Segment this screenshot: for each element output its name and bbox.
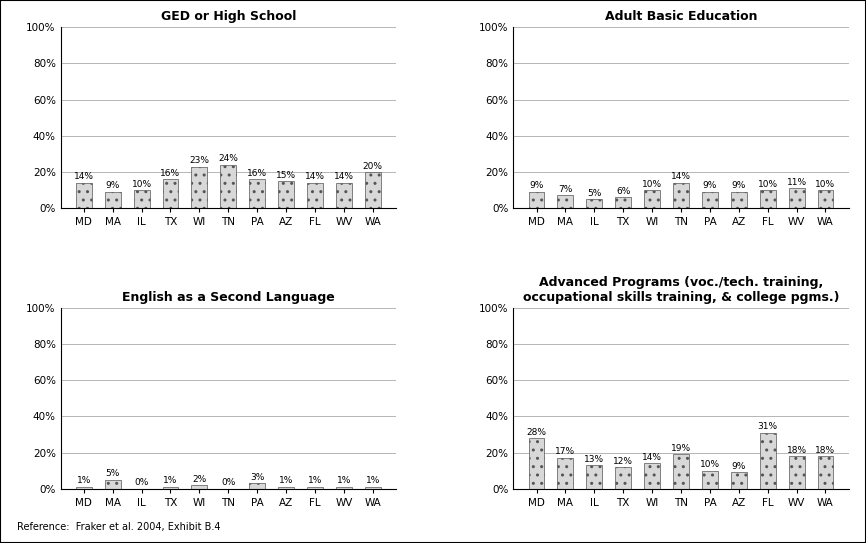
Text: 17%: 17% <box>555 447 576 457</box>
Text: 3%: 3% <box>250 473 264 482</box>
Text: 1%: 1% <box>279 476 294 485</box>
Text: 13%: 13% <box>585 454 604 464</box>
Bar <box>673 183 689 208</box>
Bar <box>249 179 265 208</box>
Text: 1%: 1% <box>307 476 322 485</box>
Text: 18%: 18% <box>786 446 806 454</box>
Text: 28%: 28% <box>527 427 546 437</box>
Bar <box>365 487 381 489</box>
Text: 14%: 14% <box>74 172 94 181</box>
Text: 0%: 0% <box>221 478 236 487</box>
Text: 1%: 1% <box>365 476 380 485</box>
Bar <box>336 183 352 208</box>
Bar <box>249 483 265 489</box>
Text: 1%: 1% <box>76 476 91 485</box>
Bar <box>76 487 92 489</box>
Bar <box>759 433 776 489</box>
Bar <box>644 463 660 489</box>
Bar <box>528 192 545 208</box>
Text: 9%: 9% <box>106 181 120 191</box>
Bar <box>307 487 323 489</box>
Title: Adult Basic Education: Adult Basic Education <box>604 10 757 23</box>
Bar <box>558 458 573 489</box>
Bar <box>759 190 776 208</box>
Text: 10%: 10% <box>758 180 778 188</box>
Bar <box>105 479 120 489</box>
Bar <box>673 454 689 489</box>
Bar <box>278 487 294 489</box>
Text: 9%: 9% <box>529 181 544 191</box>
Text: 10%: 10% <box>700 460 720 469</box>
Text: 10%: 10% <box>642 180 662 188</box>
Text: 9%: 9% <box>732 462 746 471</box>
Text: 14%: 14% <box>334 172 354 181</box>
Text: 16%: 16% <box>247 169 268 178</box>
Text: 14%: 14% <box>642 453 662 462</box>
Text: 7%: 7% <box>559 185 572 194</box>
Text: 6%: 6% <box>616 187 630 196</box>
Text: Reference:  Fraker et al. 2004, Exhibit B.4: Reference: Fraker et al. 2004, Exhibit B… <box>17 522 221 532</box>
Text: 23%: 23% <box>190 156 210 165</box>
Bar <box>702 471 718 489</box>
Bar <box>615 467 631 489</box>
Text: 24%: 24% <box>218 154 238 163</box>
Text: 10%: 10% <box>816 180 836 188</box>
Bar <box>818 456 833 489</box>
Bar <box>220 165 236 208</box>
Text: 5%: 5% <box>106 469 120 478</box>
Bar <box>105 192 120 208</box>
Bar <box>586 465 602 489</box>
Text: 31%: 31% <box>758 422 778 431</box>
Bar <box>133 190 150 208</box>
Bar <box>191 167 207 208</box>
Bar <box>644 190 660 208</box>
Text: 12%: 12% <box>613 457 633 465</box>
Text: 20%: 20% <box>363 161 383 171</box>
Text: 9%: 9% <box>702 181 717 191</box>
Bar <box>191 485 207 489</box>
Bar <box>163 179 178 208</box>
Bar <box>365 172 381 208</box>
Title: Advanced Programs (voc./tech. training,
occupational skills training, & college : Advanced Programs (voc./tech. training, … <box>523 276 839 304</box>
Text: 2%: 2% <box>192 475 206 484</box>
Text: 18%: 18% <box>816 446 836 454</box>
Bar <box>789 456 805 489</box>
Bar <box>528 438 545 489</box>
Bar <box>336 487 352 489</box>
Bar <box>307 183 323 208</box>
Bar <box>789 188 805 208</box>
Text: 1%: 1% <box>164 476 178 485</box>
Text: 19%: 19% <box>671 444 691 453</box>
Bar <box>278 181 294 208</box>
Text: 0%: 0% <box>134 478 149 487</box>
Bar <box>558 195 573 208</box>
Bar <box>702 192 718 208</box>
Text: 15%: 15% <box>276 171 296 180</box>
Bar <box>818 190 833 208</box>
Bar <box>615 197 631 208</box>
Text: 5%: 5% <box>587 188 602 198</box>
Text: 11%: 11% <box>786 178 806 187</box>
Text: 9%: 9% <box>732 181 746 191</box>
Bar <box>586 199 602 208</box>
Title: GED or High School: GED or High School <box>160 10 296 23</box>
Bar <box>163 487 178 489</box>
Bar <box>731 192 746 208</box>
Text: 16%: 16% <box>160 169 181 178</box>
Text: 14%: 14% <box>671 172 691 181</box>
Text: 10%: 10% <box>132 180 152 188</box>
Bar <box>76 183 92 208</box>
Text: 14%: 14% <box>305 172 325 181</box>
Title: English as a Second Language: English as a Second Language <box>122 291 334 304</box>
Bar <box>731 472 746 489</box>
Text: 1%: 1% <box>337 476 351 485</box>
